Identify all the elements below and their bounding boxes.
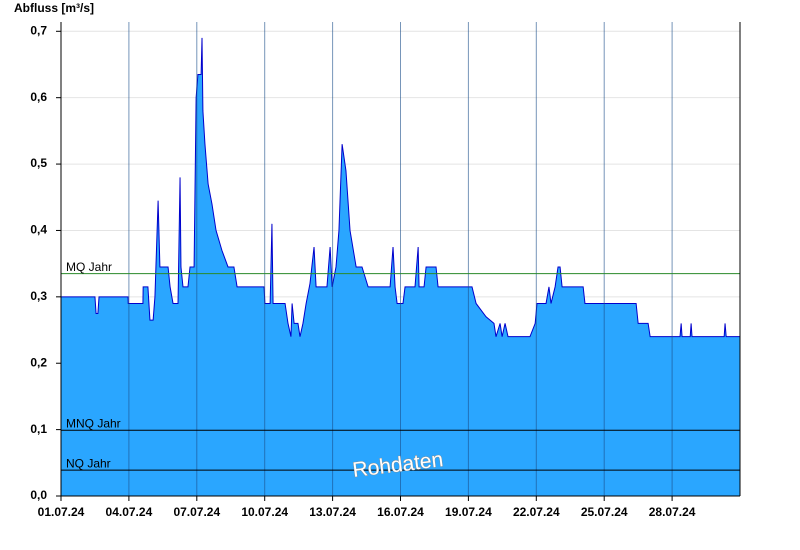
- reference-label: MQ Jahr: [66, 260, 112, 274]
- area-fill: [61, 37, 740, 497]
- x-tick-label: 22.07.24: [513, 505, 560, 519]
- x-tick-label: 13.07.24: [309, 505, 356, 519]
- x-tick-label: 25.07.24: [581, 505, 628, 519]
- y-tick-label: 0,1: [30, 422, 47, 436]
- reference-label: NQ Jahr: [66, 456, 111, 470]
- x-tick-label: 16.07.24: [377, 505, 424, 519]
- x-tick-label: 07.07.24: [173, 505, 220, 519]
- y-tick-label: 0,7: [30, 23, 47, 37]
- x-tick-label: 04.07.24: [106, 505, 153, 519]
- area-line: [61, 37, 740, 338]
- x-tick-label: 01.07.24: [38, 505, 85, 519]
- reference-label: MNQ Jahr: [66, 416, 121, 430]
- y-tick-label: 0,2: [30, 355, 47, 369]
- x-tick-label: 10.07.24: [241, 505, 288, 519]
- y-tick-label: 0,5: [30, 156, 47, 170]
- x-tick-label: 28.07.24: [649, 505, 696, 519]
- y-tick-label: 0,3: [30, 289, 47, 303]
- y-tick-label: 0,0: [30, 488, 47, 502]
- y-tick-label: 0,4: [30, 223, 47, 237]
- x-tick-label: 19.07.24: [445, 505, 492, 519]
- y-tick-label: 0,6: [30, 90, 47, 104]
- y-axis-title: Abfluss [m³/s]: [14, 1, 94, 15]
